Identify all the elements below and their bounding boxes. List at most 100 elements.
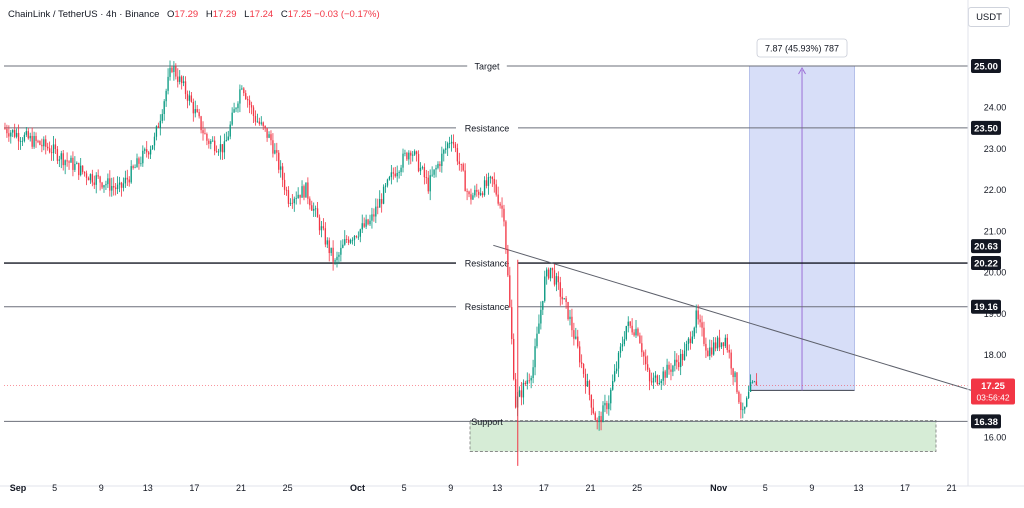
candle-body: [419, 167, 422, 172]
candle-body: [256, 121, 259, 123]
price-pill-label: 19.16: [974, 302, 998, 313]
candle-body: [132, 166, 134, 168]
candle-body: [439, 163, 441, 167]
candle-body: [456, 148, 459, 162]
x-tick-label: 9: [99, 483, 104, 493]
candle-body: [656, 375, 659, 385]
candle-body: [48, 148, 51, 153]
x-tick-label: 9: [809, 483, 814, 493]
candle-body: [635, 328, 637, 336]
candle-body: [722, 342, 725, 347]
x-tick-label: 17: [189, 483, 199, 493]
candle-body: [118, 182, 121, 185]
candle-body: [66, 160, 68, 162]
candle-body: [346, 239, 348, 240]
candle-body: [670, 369, 672, 372]
candle-body: [501, 205, 503, 209]
candle-body: [74, 163, 76, 170]
candle-body: [577, 336, 579, 347]
candle-body: [149, 149, 152, 155]
candle-body: [27, 131, 29, 139]
candle-body: [447, 143, 449, 149]
candle-body: [12, 129, 14, 133]
candle-body: [76, 162, 78, 164]
candle-body: [21, 140, 24, 142]
candle-body: [355, 235, 358, 237]
candle-body: [724, 337, 726, 347]
candle-body: [390, 172, 393, 178]
candle-body: [200, 116, 202, 131]
candle-body: [80, 165, 82, 176]
candle-body: [493, 178, 495, 185]
candle-body: [470, 194, 472, 200]
candle-body: [15, 132, 18, 137]
candle-body: [674, 359, 676, 366]
candle-body: [579, 346, 581, 363]
candle-body: [72, 157, 74, 170]
price-pill-label: 25.00: [974, 62, 998, 73]
candle-body: [311, 205, 313, 211]
candle-body: [697, 310, 699, 320]
candle-body: [332, 247, 334, 262]
candle-body: [50, 152, 53, 154]
candle-body: [43, 139, 45, 147]
candle-body: [691, 336, 693, 343]
candle-body: [202, 130, 204, 134]
price-pill: [971, 299, 1001, 314]
candle-body: [660, 380, 662, 384]
candle-body: [70, 157, 72, 163]
candle-body: [252, 107, 255, 116]
candle-body: [324, 228, 327, 245]
level-label-bg: [467, 60, 507, 71]
candle-body: [37, 140, 39, 142]
candle-body: [524, 382, 527, 385]
candle-body: [623, 339, 626, 345]
candle-body: [608, 403, 610, 410]
candle-body: [631, 325, 633, 333]
candle-body: [138, 158, 140, 164]
price-pill: [971, 120, 1001, 135]
candle-body: [753, 381, 756, 383]
candle-body: [408, 152, 410, 160]
candle-body: [703, 327, 705, 344]
candle-body: [485, 180, 488, 186]
candle-body: [186, 94, 189, 101]
x-tick-label: Oct: [350, 483, 365, 493]
candle-body: [664, 371, 666, 378]
candle-body: [283, 179, 286, 190]
candle-body: [707, 350, 709, 357]
candle-body: [713, 342, 715, 355]
candle-body: [134, 167, 136, 169]
candle-body: [47, 146, 49, 149]
candle-body: [410, 152, 412, 156]
candle-body: [35, 136, 37, 141]
candle-body: [662, 371, 664, 381]
candle-body: [711, 347, 713, 355]
candle-body: [274, 150, 276, 154]
candle-body: [693, 327, 695, 337]
candle-body: [402, 153, 404, 168]
candle-body: [214, 140, 216, 152]
candle-body: [169, 67, 171, 77]
candle-body: [93, 182, 95, 185]
candle-body: [522, 382, 525, 398]
candle-body: [530, 377, 532, 381]
price-pill: [971, 414, 1001, 429]
candle-body: [699, 319, 701, 323]
candle-body: [425, 177, 427, 178]
candle-body: [413, 151, 416, 155]
candle-body: [41, 144, 43, 147]
candle-body: [423, 167, 426, 178]
candle-body: [650, 381, 653, 383]
candle-body: [505, 221, 507, 250]
candle-body: [617, 352, 620, 369]
candle-body: [287, 190, 290, 204]
candle-body: [217, 151, 220, 153]
candle-body: [229, 124, 231, 137]
candle-body: [540, 309, 542, 324]
close-value: 17.25: [287, 9, 312, 20]
candle-body: [190, 95, 193, 102]
candle-body: [534, 346, 536, 368]
candle-body: [95, 175, 97, 185]
